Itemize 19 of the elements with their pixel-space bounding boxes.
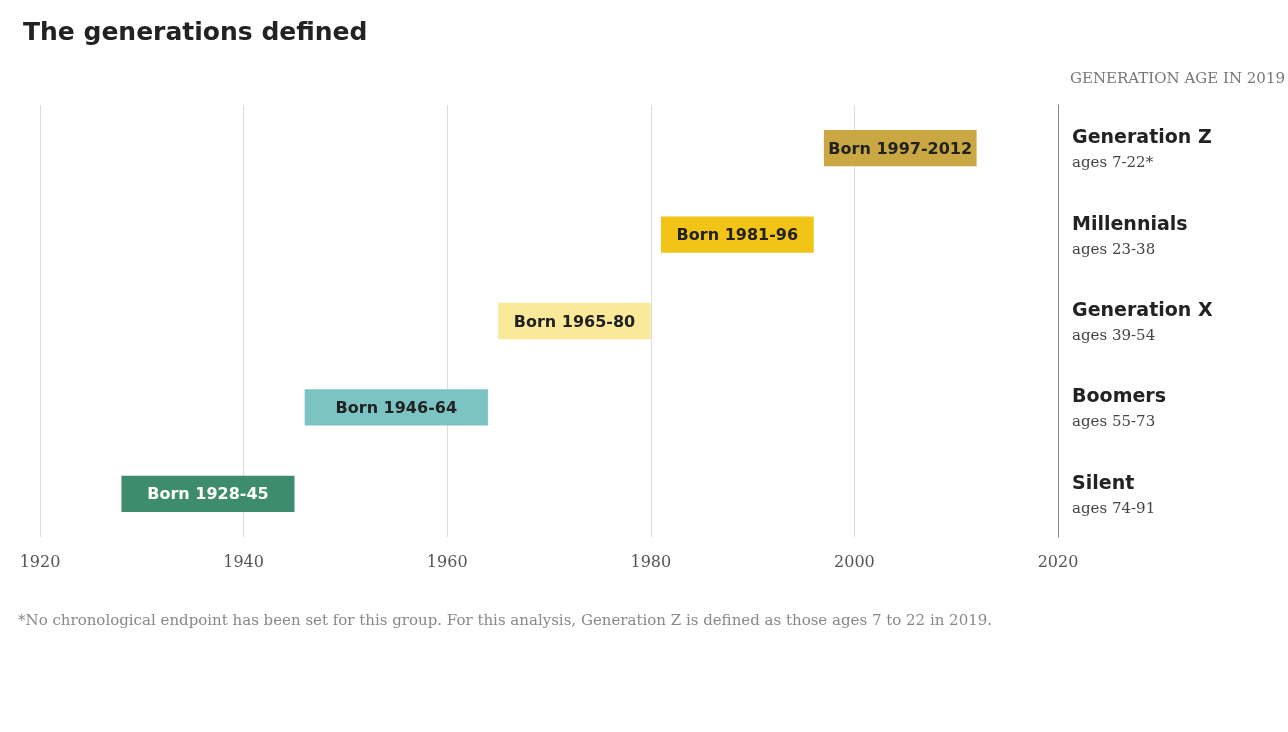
data-label: Born 1946-64 — [335, 397, 458, 417]
text: *No chronological endpoint has been set for this group. For this analysis, Generation Z is defined as those ages 7 to 22 in 2019. — [18, 610, 993, 629]
data-label: Born 1928-45 — [147, 484, 269, 504]
y-tick-label: Silent ages 74-91 — [1072, 470, 1156, 517]
data-label: Born 1965-80 — [513, 311, 636, 331]
x-tick-label: 1960 — [426, 551, 468, 571]
y-tick-label: Generation X ages 39-54 — [1072, 298, 1213, 344]
y-tick-label: Generation Z ages 7-22* — [1072, 125, 1212, 172]
x-tick-label: 1980 — [630, 551, 672, 571]
chart-title: The generations defined — [23, 17, 368, 46]
data-label: Born 1981-96 — [676, 225, 799, 245]
y-tick-label: Boomers ages 55-73 — [1072, 384, 1166, 431]
x-tick-label: 1940 — [223, 551, 264, 571]
x-tick-label: 2000 — [834, 551, 875, 571]
x-tick-label: 1920 — [19, 551, 61, 571]
y-axis-title: GENERATION AGE IN 2019 — [1070, 69, 1286, 87]
y-tick-label: Millennials ages 23-38 — [1072, 211, 1188, 258]
data-label: Born 1997-2012 — [828, 138, 973, 158]
x-tick-label: 2020 — [1037, 551, 1079, 571]
